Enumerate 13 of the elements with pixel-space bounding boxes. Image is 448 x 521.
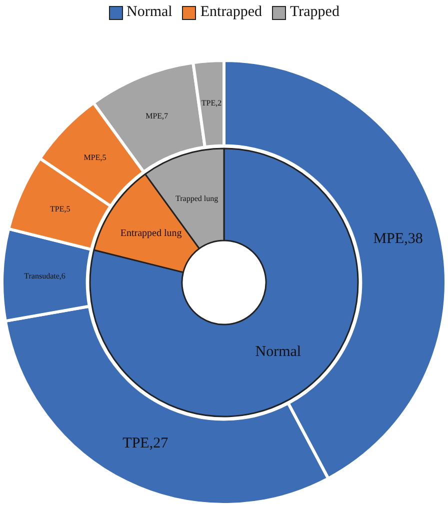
slice-label: TPE,27 — [122, 436, 169, 452]
category-label: Normal — [126, 4, 172, 21]
slice-label: MPE,5 — [84, 153, 106, 162]
slice-label: MPE,7 — [146, 111, 168, 120]
slice-label: TPE,2 — [201, 98, 222, 108]
category-label: Entrapped — [200, 4, 262, 21]
slice-label: Trapped lung — [176, 194, 218, 203]
slice-label: Normal — [255, 344, 302, 360]
slice-label: Entrapped lung — [120, 228, 182, 239]
category-label: Trapped — [290, 4, 340, 21]
slice-label: MPE,38 — [373, 231, 423, 248]
slice-label: Transudate,6 — [24, 271, 66, 280]
slice-label: TPE,5 — [50, 204, 70, 214]
